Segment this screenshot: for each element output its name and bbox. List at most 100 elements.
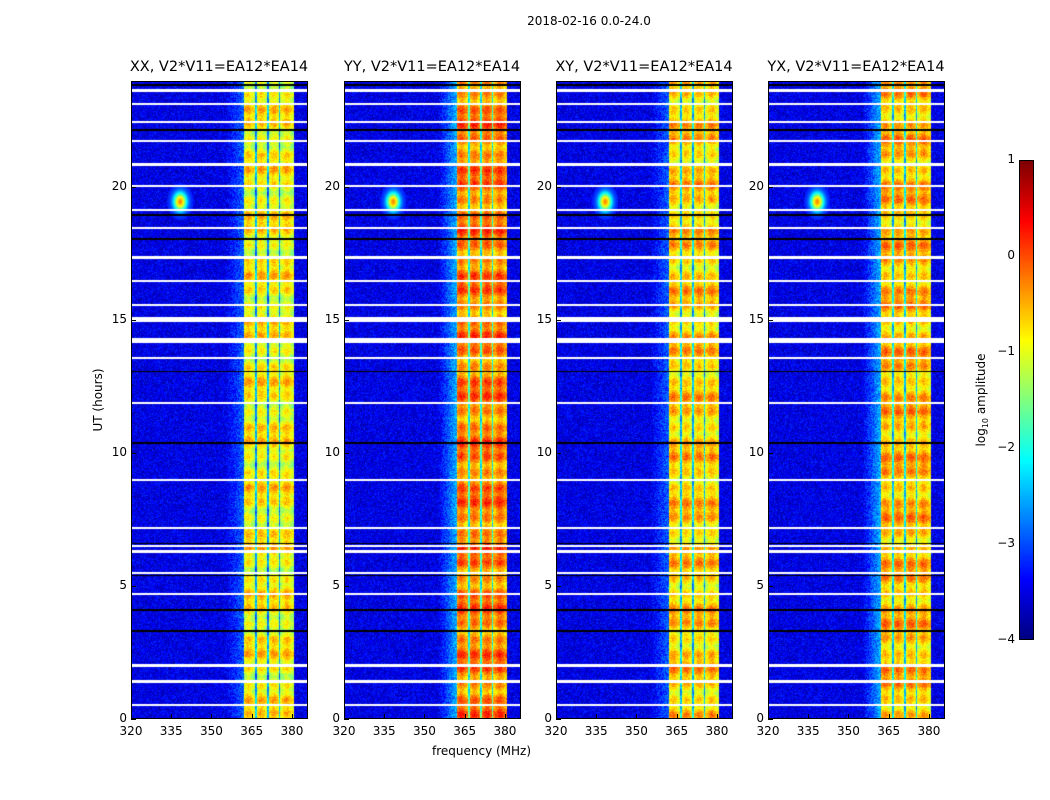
x-tick-mark (251, 714, 253, 719)
x-tick-label: 365 (453, 724, 477, 738)
x-tick-label: 380 (917, 724, 941, 738)
colorbar (1019, 160, 1034, 640)
x-tick-label: 335 (372, 724, 396, 738)
y-tick-mark (131, 586, 136, 588)
x-tick-mark (808, 714, 810, 719)
x-tick-label: 350 (413, 724, 436, 738)
x-axis-label: frequency (MHz) (432, 744, 532, 758)
y-tick-mark (344, 453, 349, 455)
x-tick-mark (768, 714, 769, 719)
x-tick-mark (384, 714, 386, 719)
y-tick-mark (556, 586, 561, 588)
x-tick-label: 320 (119, 724, 143, 738)
x-tick-label: 365 (240, 724, 264, 738)
y-tick-label: 5 (544, 578, 552, 593)
x-tick-mark (928, 714, 930, 719)
colorbar-tick-label: 1 (1007, 152, 1015, 166)
y-axis-label: UT (hours) (91, 368, 105, 432)
x-tick-label: 335 (584, 724, 608, 738)
y-tick-label: 15 (748, 312, 764, 327)
panel-title: YY, V2*V11=EA12*EA14 (343, 59, 521, 75)
spectrogram-heatmap (345, 82, 520, 718)
y-tick-label: 15 (324, 312, 340, 327)
x-tick-label: 320 (756, 724, 780, 738)
y-tick-label: 20 (536, 179, 552, 194)
y-tick-label: 10 (324, 445, 340, 460)
x-tick-mark (424, 714, 426, 719)
y-tick-label: 20 (324, 179, 340, 194)
y-tick-mark (768, 320, 773, 322)
x-tick-mark (716, 714, 718, 719)
x-tick-label: 380 (705, 724, 729, 738)
x-tick-mark (504, 714, 506, 719)
x-tick-mark (596, 714, 598, 719)
x-tick-mark (636, 714, 638, 719)
x-tick-label: 320 (332, 724, 356, 738)
x-tick-label: 320 (544, 724, 568, 738)
x-tick-label: 380 (280, 724, 304, 738)
x-tick-label: 365 (665, 724, 689, 738)
y-tick-mark (344, 187, 349, 189)
y-tick-mark (131, 719, 136, 720)
panel-title: YX, V2*V11=EA12*EA14 (767, 59, 945, 75)
y-tick-mark (556, 320, 561, 322)
x-tick-mark (556, 714, 557, 719)
colorbar-tick-label: −4 (997, 632, 1015, 646)
y-tick-label: 20 (748, 179, 764, 194)
spectrogram-heatmap (769, 82, 944, 718)
spectrogram-panel (556, 81, 733, 719)
y-tick-mark (344, 586, 349, 588)
x-tick-label: 350 (625, 724, 648, 738)
y-tick-label: 5 (332, 578, 340, 593)
y-tick-label: 15 (536, 312, 552, 327)
y-tick-mark (344, 719, 349, 720)
x-tick-mark (676, 714, 678, 719)
colorbar-label: log10 amplitude (973, 353, 991, 447)
y-tick-label: 0 (756, 711, 764, 725)
y-tick-mark (131, 320, 136, 322)
y-tick-label: 0 (544, 711, 552, 725)
y-tick-label: 15 (111, 312, 127, 327)
y-tick-mark (344, 320, 349, 322)
figure-title: 2018-02-16 0.0-24.0 (527, 14, 651, 28)
y-tick-label: 10 (536, 445, 552, 460)
panel-title: XY, V2*V11=EA12*EA14 (555, 59, 733, 75)
x-tick-mark (211, 714, 213, 719)
y-tick-label: 20 (111, 179, 127, 194)
colorbar-tick-label: 0 (1007, 248, 1015, 262)
y-tick-mark (768, 187, 773, 189)
y-tick-mark (768, 586, 773, 588)
x-tick-label: 335 (159, 724, 183, 738)
y-tick-mark (131, 187, 136, 189)
x-tick-label: 350 (200, 724, 223, 738)
colorbar-tick-label: −1 (997, 344, 1015, 358)
y-tick-label: 5 (119, 578, 127, 593)
y-tick-mark (556, 187, 561, 189)
colorbar-tick-label: −3 (997, 536, 1015, 550)
x-tick-label: 350 (837, 724, 860, 738)
x-tick-mark (888, 714, 890, 719)
y-tick-mark (556, 453, 561, 455)
x-tick-mark (131, 714, 132, 719)
panel-title: XX, V2*V11=EA12*EA14 (129, 59, 309, 75)
y-tick-mark (556, 719, 561, 720)
x-tick-label: 380 (493, 724, 517, 738)
y-tick-label: 10 (748, 445, 764, 460)
x-tick-label: 365 (877, 724, 901, 738)
x-tick-mark (344, 714, 345, 719)
y-tick-label: 0 (119, 711, 127, 725)
x-tick-label: 335 (796, 724, 820, 738)
y-tick-mark (768, 719, 773, 720)
x-tick-mark (291, 714, 293, 719)
spectrogram-heatmap (557, 82, 732, 718)
y-tick-mark (131, 453, 136, 455)
y-tick-label: 0 (332, 711, 340, 725)
spectrogram-panel (344, 81, 521, 719)
colorbar-tick-label: −2 (997, 440, 1015, 454)
spectrogram-panel (131, 81, 308, 719)
x-tick-mark (171, 714, 173, 719)
y-tick-label: 10 (111, 445, 127, 460)
spectrogram-heatmap (132, 82, 307, 718)
x-tick-mark (464, 714, 466, 719)
